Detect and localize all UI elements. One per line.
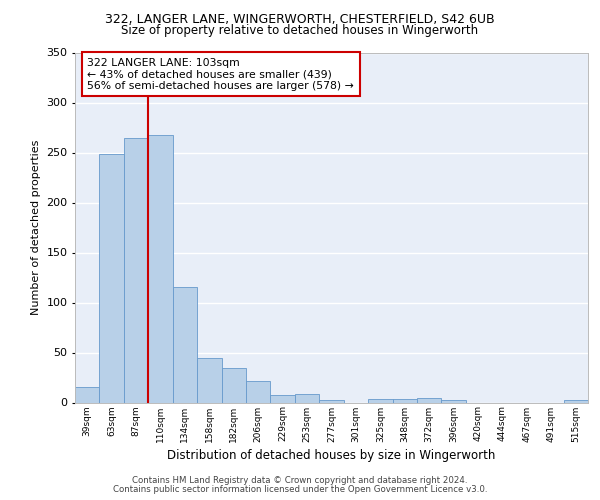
Text: Contains HM Land Registry data © Crown copyright and database right 2024.: Contains HM Land Registry data © Crown c… bbox=[132, 476, 468, 485]
Text: Size of property relative to detached houses in Wingerworth: Size of property relative to detached ho… bbox=[121, 24, 479, 37]
Bar bbox=[368, 398, 392, 402]
Bar bbox=[392, 398, 417, 402]
Bar bbox=[124, 138, 148, 402]
Bar bbox=[417, 398, 442, 402]
Y-axis label: Number of detached properties: Number of detached properties bbox=[31, 140, 41, 315]
Bar bbox=[295, 394, 319, 402]
Bar bbox=[442, 400, 466, 402]
Bar bbox=[271, 394, 295, 402]
Bar bbox=[148, 134, 173, 402]
Bar bbox=[563, 400, 588, 402]
Bar bbox=[246, 380, 271, 402]
Bar bbox=[319, 400, 344, 402]
Bar bbox=[221, 368, 246, 402]
Text: Contains public sector information licensed under the Open Government Licence v3: Contains public sector information licen… bbox=[113, 484, 487, 494]
Bar bbox=[100, 154, 124, 402]
X-axis label: Distribution of detached houses by size in Wingerworth: Distribution of detached houses by size … bbox=[167, 448, 496, 462]
Text: 322 LANGER LANE: 103sqm
← 43% of detached houses are smaller (439)
56% of semi-d: 322 LANGER LANE: 103sqm ← 43% of detache… bbox=[88, 58, 354, 90]
Bar bbox=[75, 386, 100, 402]
Bar bbox=[173, 286, 197, 403]
Bar bbox=[197, 358, 221, 403]
Text: 322, LANGER LANE, WINGERWORTH, CHESTERFIELD, S42 6UB: 322, LANGER LANE, WINGERWORTH, CHESTERFI… bbox=[105, 12, 495, 26]
